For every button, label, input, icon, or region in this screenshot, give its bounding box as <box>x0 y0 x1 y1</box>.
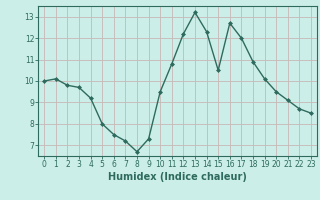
X-axis label: Humidex (Indice chaleur): Humidex (Indice chaleur) <box>108 172 247 182</box>
